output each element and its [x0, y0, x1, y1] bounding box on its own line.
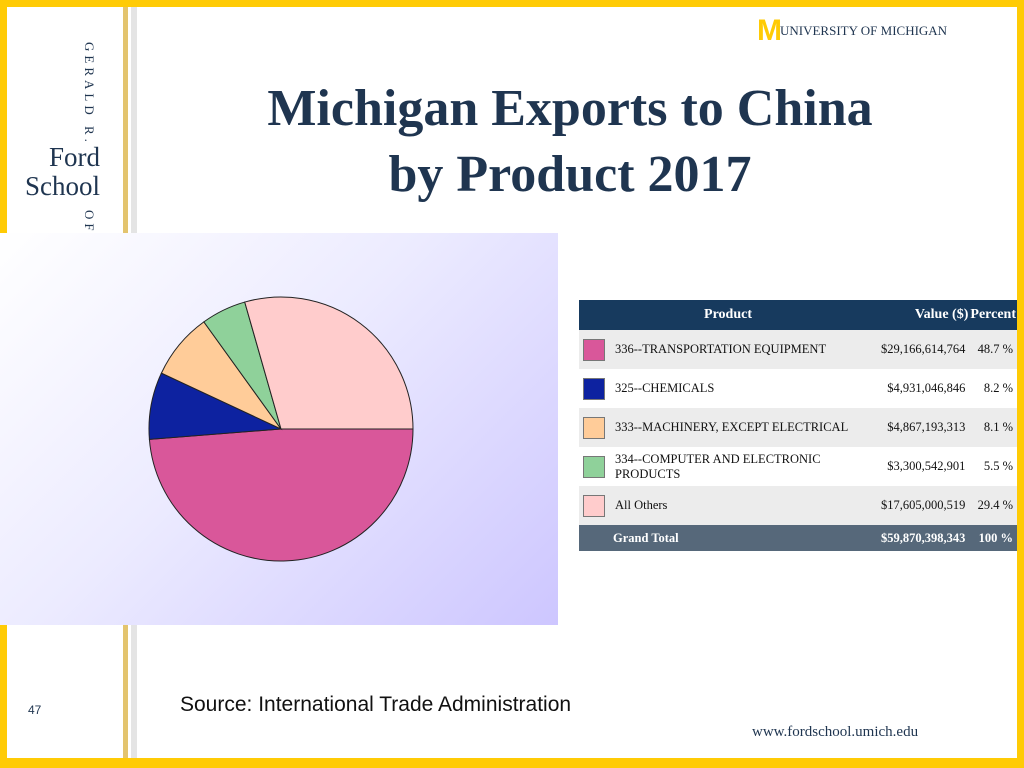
header-cell: Product	[579, 300, 878, 330]
header-row: Product Value ($) Percent	[579, 300, 1017, 330]
legend-swatch	[583, 494, 605, 517]
sidebar-text: OF	[82, 210, 97, 235]
data-table: Product Value ($) Percent 336--TRANSPORT…	[579, 300, 1017, 551]
legend-swatch	[583, 416, 605, 439]
export-value: $17,605,000,519	[877, 486, 970, 525]
table-row: 334--COMPUTER AND ELECTRONIC PRODUCTS $3,…	[579, 447, 1017, 486]
swatch-cell	[579, 447, 611, 486]
product-name: 333--MACHINERY, EXCEPT ELECTRICAL	[611, 408, 878, 447]
logo-text: UNIVERSITY OF MICHIGAN	[780, 23, 948, 38]
header-cell: Value ($)	[877, 300, 970, 330]
school-name: School	[24, 171, 100, 201]
export-value: $29,166,614,764	[877, 330, 970, 369]
table-row: 325--CHEMICALS $4,931,046,846 8.2 %	[579, 369, 1017, 408]
total-row: Grand Total $59,870,398,343 100 %	[579, 525, 1017, 551]
total-value: $59,870,398,343	[877, 525, 970, 551]
legend-swatch	[583, 338, 605, 361]
source-note: Source: International Trade Administrati…	[180, 693, 572, 716]
swatch-cell	[579, 486, 611, 525]
product-name: 336--TRANSPORTATION EQUIPMENT	[611, 330, 878, 369]
table-row: 336--TRANSPORTATION EQUIPMENT $29,166,614…	[579, 330, 1017, 369]
legend-swatch	[583, 377, 605, 400]
percent-value: 8.1 %	[969, 408, 1017, 447]
percent-value: 8.2 %	[983, 381, 1013, 395]
product-name: All Others	[611, 486, 878, 525]
sidebar-text: GERALD R.	[82, 42, 97, 146]
swatch-cell	[579, 369, 611, 408]
pie-chart	[148, 296, 414, 562]
website: www.fordschool.umich.edu	[752, 724, 919, 740]
product-name: 325--CHEMICALS	[615, 381, 715, 395]
total-label: Grand Total	[579, 525, 878, 551]
export-value: $3,300,542,901	[887, 459, 966, 473]
pie-slice	[148, 428, 414, 562]
swatch-cell	[579, 330, 611, 369]
swatch-cell	[579, 408, 611, 447]
header-cell: Percent	[969, 300, 1017, 330]
percent-value: 5.5 %	[983, 459, 1013, 473]
total-percent: 100 %	[969, 525, 1017, 551]
university-logo: M UNIVERSITY OF MICHIGAN	[757, 14, 948, 47]
table-row: All Others $17,605,000,519 29.4 %	[579, 486, 1017, 525]
pie-slice	[244, 296, 414, 430]
school-name: Ford	[48, 142, 100, 172]
chart-panel	[0, 233, 558, 625]
percent-value: 29.4 %	[969, 486, 1017, 525]
product-name: 334--COMPUTER AND ELECTRONIC PRODUCTS	[615, 451, 821, 481]
legend-swatch	[583, 455, 605, 478]
export-value: $4,867,193,313	[877, 408, 970, 447]
export-value: $4,931,046,846	[887, 381, 966, 395]
chart-title: Michigan Exports to China by Product 201…	[267, 80, 873, 203]
table-row: 333--MACHINERY, EXCEPT ELECTRICAL $4,867,…	[579, 408, 1017, 447]
page-number: 47	[28, 703, 42, 717]
percent-value: 48.7 %	[969, 330, 1017, 369]
